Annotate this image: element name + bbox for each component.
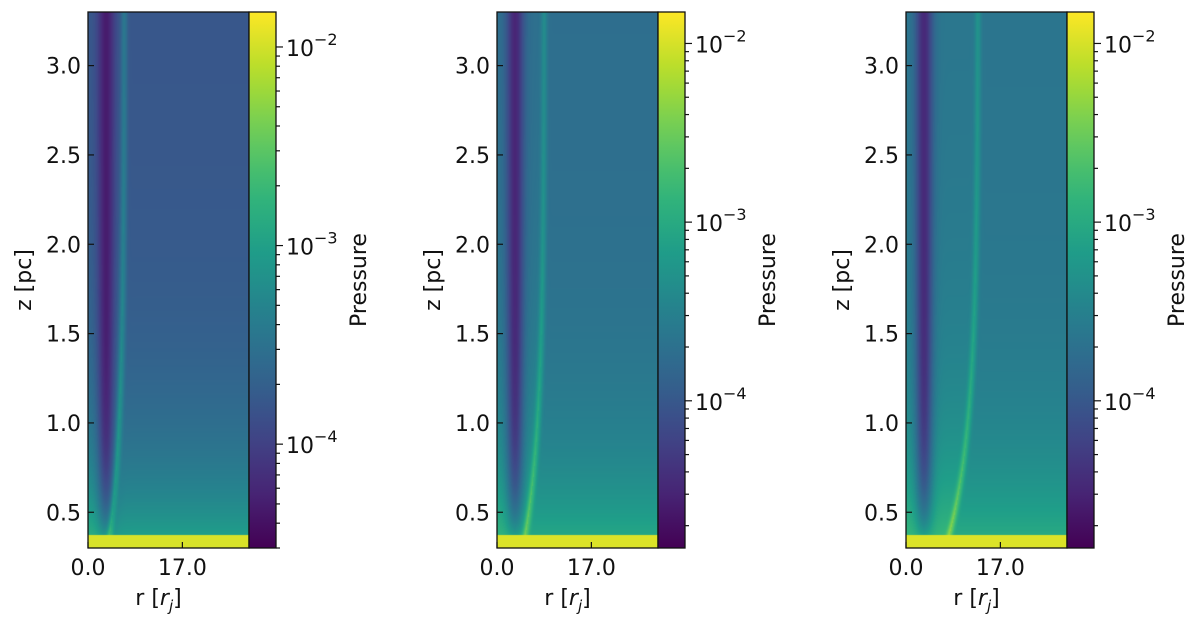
- y-tick-label: 2.0: [46, 233, 81, 258]
- colorbar-tick-label: 10−2: [695, 26, 747, 58]
- x-axis-label: r [rj]: [135, 586, 181, 615]
- y-tick-label: 2.5: [46, 144, 81, 169]
- y-axis-label: z [pc]: [12, 249, 37, 311]
- y-tick-label: 3.0: [455, 55, 490, 80]
- panel-1: 10−4 10−3 10−2 Pressure 0.5 1.0 1.5 2.0 2.5 3.0 z …: [12, 11, 372, 615]
- x-tick-label: 17.0: [567, 556, 616, 581]
- y-tick-label: 0.5: [46, 501, 81, 526]
- y-tick-label: 0.5: [864, 501, 899, 526]
- y-tick-label: 1.5: [455, 323, 490, 348]
- x-tick-label: 17.0: [976, 556, 1025, 581]
- pressure-map: [906, 12, 1067, 548]
- x-tick-label: 0.0: [889, 556, 924, 581]
- y-tick-label: 1.0: [455, 412, 490, 437]
- y-tick-label: 2.5: [864, 144, 899, 169]
- colorbar-tick-label: 10−3: [1104, 205, 1156, 237]
- panel-3: 10−4 10−3 10−2 Pressure 0.5 1.0 1.5 2.0 2.5 3.0 z …: [830, 11, 1190, 615]
- colorbar: [249, 12, 276, 548]
- panel-2: 10−4 10−3 10−2 Pressure 0.5 1.0 1.5 2.0 2.5 3.0 z …: [421, 11, 781, 615]
- y-tick-label: 1.5: [864, 323, 899, 348]
- x-tick-label: 0.0: [71, 556, 106, 581]
- colorbar-tick-label: 10−3: [286, 229, 338, 261]
- colorbar: [1067, 12, 1094, 548]
- colorbar-frame: [1066, 11, 1095, 549]
- colorbar-tick-label: 10−3: [695, 205, 747, 237]
- colorbar-frame: [248, 11, 277, 549]
- colorbar-label: Pressure: [1165, 233, 1190, 327]
- x-tick-label: 0.0: [480, 556, 515, 581]
- x-tick-label: 17.0: [158, 556, 207, 581]
- colorbar-tick-label: 10−4: [286, 427, 338, 459]
- y-tick-label: 1.0: [864, 412, 899, 437]
- y-tick-label: 0.5: [455, 501, 490, 526]
- y-tick-label: 2.0: [455, 233, 490, 258]
- y-tick-label: 3.0: [46, 55, 81, 80]
- colorbar-tick-label: 10−4: [1104, 384, 1156, 416]
- y-tick-label: 1.5: [46, 323, 81, 348]
- y-tick-label: 1.0: [46, 412, 81, 437]
- colorbar-frame: [657, 11, 686, 549]
- y-axis-label: z [pc]: [830, 249, 855, 311]
- colorbar-label: Pressure: [347, 233, 372, 327]
- x-axis-label: r [rj]: [953, 586, 999, 615]
- colorbar: [658, 12, 685, 548]
- colorbar-tick-label: 10−2: [286, 30, 338, 62]
- pressure-map: [88, 12, 249, 548]
- pressure-map: [497, 12, 658, 548]
- colorbar-tick-label: 10−2: [1104, 26, 1156, 58]
- x-axis-label: r [rj]: [544, 586, 590, 615]
- y-axis-label: z [pc]: [421, 249, 446, 311]
- colorbar-tick-label: 10−4: [695, 384, 747, 416]
- colorbar-label: Pressure: [756, 233, 781, 327]
- y-tick-label: 3.0: [864, 55, 899, 80]
- y-tick-label: 2.0: [864, 233, 899, 258]
- y-tick-label: 2.5: [455, 144, 490, 169]
